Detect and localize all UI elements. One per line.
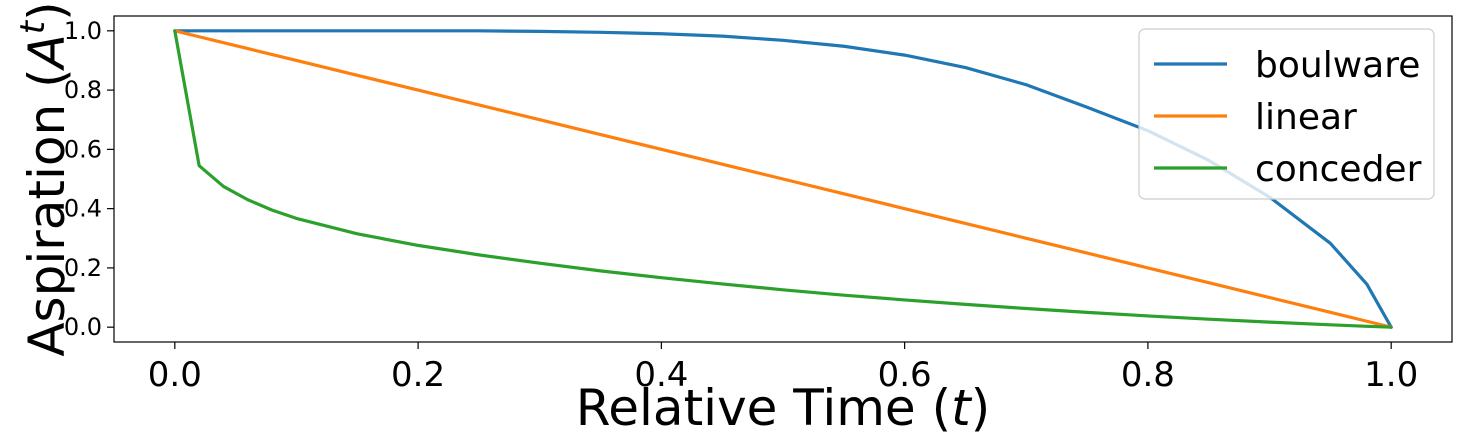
legend-label-conceder: conceder <box>1255 149 1422 190</box>
x-tick-label: 0.4 <box>634 355 688 395</box>
x-axis-label-close: ) <box>971 379 991 437</box>
y-axis-label-close: ) <box>18 1 76 21</box>
legend-box <box>1138 28 1435 200</box>
y-tick-label: 0.0 <box>64 313 102 341</box>
y-axis-label-text: Aspiration ( <box>18 68 76 356</box>
y-axis-label-sup: t <box>13 19 53 34</box>
legend-label-boulware: boulware <box>1255 45 1420 86</box>
x-tick-label: 0.0 <box>148 355 202 395</box>
x-ticks: 0.0 0.2 0.4 0.6 0.8 1.0 <box>148 342 1418 395</box>
y-tick-label: 0.6 <box>64 135 102 163</box>
series-line-conceder <box>173 29 1393 329</box>
y-tick-label: 0.8 <box>64 76 102 104</box>
y-tick-label: 1.0 <box>64 17 102 45</box>
legend: boulware linear conceder <box>1138 28 1435 200</box>
y-tick-label: 0.4 <box>64 195 102 223</box>
x-tick-label: 1.0 <box>1364 355 1418 395</box>
series-line-linear <box>173 29 1393 329</box>
x-tick-label: 0.6 <box>878 355 932 395</box>
legend-label-linear: linear <box>1255 97 1357 138</box>
x-axis-label-text: Relative Time ( <box>576 379 951 437</box>
y-axis-label: Aspiration (At) <box>13 1 76 356</box>
plot-frame <box>113 15 1453 343</box>
x-tick-label: 0.2 <box>391 355 445 395</box>
y-tick-label: 0.2 <box>64 254 102 282</box>
y-axis-label-var: A <box>18 34 76 71</box>
y-ticks: 0.0 0.2 0.4 0.6 0.8 1.0 <box>64 17 114 341</box>
x-axis-label-var: t <box>951 379 973 437</box>
x-axis-label: Relative Time (t) <box>576 379 990 437</box>
x-tick-label: 0.8 <box>1121 355 1175 395</box>
